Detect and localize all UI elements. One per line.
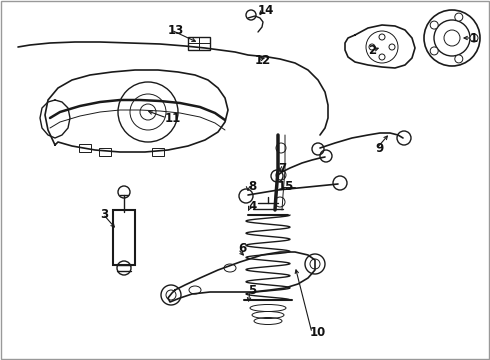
Circle shape	[455, 55, 463, 63]
FancyBboxPatch shape	[99, 148, 111, 156]
Text: 14: 14	[258, 4, 274, 17]
FancyBboxPatch shape	[152, 148, 164, 156]
Text: 10: 10	[310, 327, 326, 339]
Text: 8: 8	[248, 180, 256, 194]
Text: 15: 15	[278, 180, 294, 194]
Text: 5: 5	[248, 284, 256, 297]
Text: 2: 2	[368, 45, 376, 58]
Circle shape	[470, 34, 478, 42]
Text: 7: 7	[278, 162, 286, 175]
Text: 3: 3	[100, 207, 108, 220]
Circle shape	[430, 47, 438, 55]
Text: 13: 13	[168, 23, 184, 36]
Circle shape	[430, 21, 438, 29]
FancyBboxPatch shape	[188, 37, 210, 50]
Text: 4: 4	[248, 201, 256, 213]
Text: 6: 6	[238, 243, 246, 256]
Text: 12: 12	[255, 54, 271, 67]
Text: 9: 9	[375, 141, 383, 154]
Circle shape	[455, 13, 463, 21]
Text: 1: 1	[470, 31, 478, 45]
Text: 11: 11	[165, 112, 181, 125]
FancyBboxPatch shape	[113, 210, 135, 265]
FancyBboxPatch shape	[79, 144, 91, 152]
